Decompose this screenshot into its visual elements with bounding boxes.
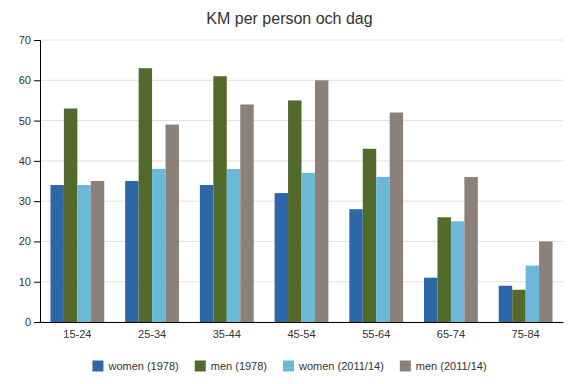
legend-item: men (2011/14) [400,360,487,372]
tick: 45-54 [287,328,315,340]
grid-line [40,40,563,41]
bar [451,221,464,322]
tick-mark [34,80,40,81]
legend-item: men (1978) [195,360,267,372]
bar [390,113,403,322]
title: KM per person och dag [206,10,372,27]
bars [50,68,552,322]
legend-swatch [195,361,206,372]
legend-label: men (1978) [211,360,267,372]
legend-label: women (1978) [107,360,178,372]
tick: 20 [19,235,40,247]
tick-mark [34,282,40,283]
legend: women (1978) men (1978) women (2011/14) men… [92,360,486,372]
tick: 0 [25,316,40,328]
bar [302,173,315,322]
tick: 40 [19,155,40,167]
tick-mark [34,201,40,202]
y-axis: 0 10 20 30 40 50 60 70 [19,34,41,328]
bar [152,169,165,322]
bar [349,209,362,322]
series [91,80,553,322]
tick-mark [34,322,40,323]
bar [464,177,477,322]
bar [437,217,450,322]
legend-item: women (1978) [92,360,178,372]
legend-swatch [400,361,411,372]
bar [166,125,179,322]
bar [125,181,138,322]
axis-line [41,322,564,323]
tick-label: 60 [19,74,31,86]
tick-label: 10 [19,276,31,288]
tick: 15-24 [63,328,91,340]
bar [77,185,90,322]
bar [200,185,213,322]
series [64,68,526,322]
tick-label: 40 [19,155,31,167]
tick-mark [34,121,40,122]
tick: 10 [19,276,40,288]
series [77,169,539,322]
tick-label: 25-34 [138,328,166,340]
tick-label: 20 [19,235,31,247]
tick-label: 50 [19,115,31,127]
bar [376,177,389,322]
bar [288,100,301,322]
legend-label: women (2011/14) [298,360,384,372]
bar [539,241,552,322]
tick: 70 [19,34,40,46]
tick-mark [34,241,40,242]
bar [499,286,512,322]
tick: 60 [19,74,40,86]
tick: 75-84 [512,328,540,340]
bar [227,169,240,322]
tick: 25-34 [138,328,166,340]
tick-label: 45-54 [287,328,315,340]
bar [275,193,288,322]
series [50,181,512,322]
tick-label: 0 [25,316,31,328]
bar [64,108,77,322]
bar [240,104,253,322]
tick: 35-44 [213,328,241,340]
axis-line [34,41,41,323]
tick-mark [34,161,40,162]
legend-swatch [283,361,294,372]
bar [213,76,226,322]
bar [526,266,539,322]
bar [315,80,328,322]
tick-label: 35-44 [213,328,241,340]
tick-label: 15-24 [63,328,91,340]
bar [512,290,525,322]
grid-line [40,80,563,81]
tick-label: 30 [19,195,31,207]
bar [91,181,104,322]
grid [40,40,563,322]
legend-item: women (2011/14) [283,360,384,372]
legend-swatch [92,361,103,372]
chart: KM per person och dag 15-24 25-34 35-44 45-5… [0,0,579,384]
tick: 30 [19,195,40,207]
bar [363,149,376,322]
tick-mark [34,40,40,41]
tick-label: 75-84 [512,328,540,340]
tick: 65-74 [437,328,465,340]
bar [50,185,63,322]
legend-label: men (2011/14) [416,360,487,372]
bar [424,278,437,322]
tick: 55-64 [362,328,390,340]
tick-label: 65-74 [437,328,465,340]
tick-label: 70 [19,34,31,46]
plot: 15-24 25-34 35-44 45-54 55-64 65-74 75-84 0 10 20… [19,34,564,340]
tick-label: 55-64 [362,328,390,340]
bar [139,68,152,322]
x-axis: 15-24 25-34 35-44 45-54 55-64 65-74 75-84 [41,323,564,340]
tick: 50 [19,115,40,127]
